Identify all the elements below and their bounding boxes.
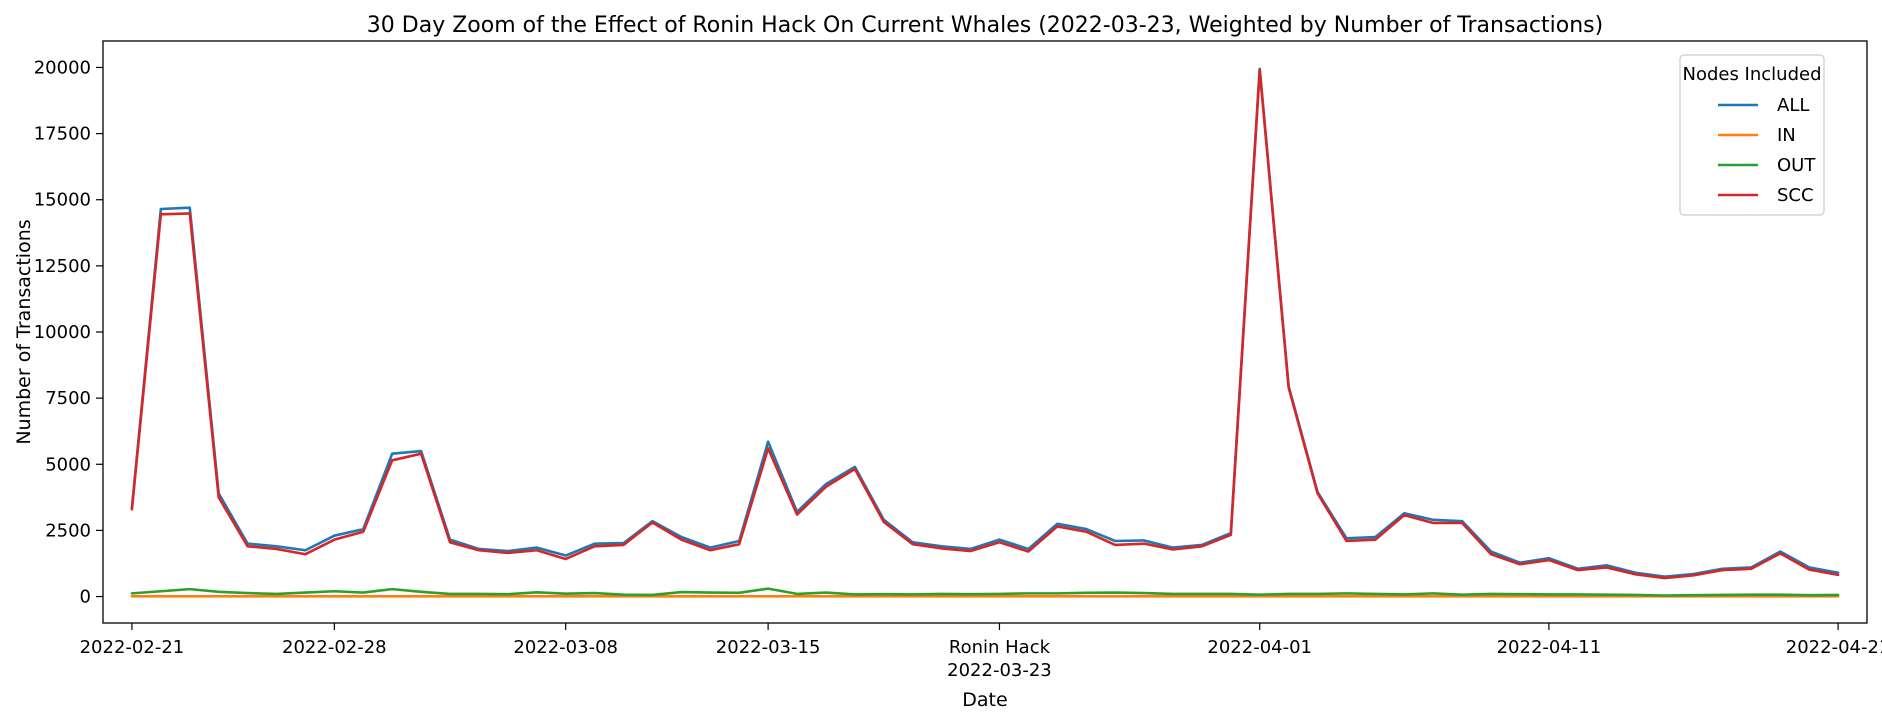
plot-frame xyxy=(102,40,1868,624)
x-tick-label: 2022-02-28 xyxy=(282,637,387,658)
x-tick-label: 2022-04-11 xyxy=(1497,637,1602,658)
y-tick-label: 2500 xyxy=(45,520,91,541)
x-axis: 2022-02-21 2022-02-28 2022-03-08 2022-03-15… xyxy=(80,623,1882,681)
y-axis-label: Number of Transactions xyxy=(13,219,35,444)
y-tick-label: 5000 xyxy=(45,454,91,475)
series-line-scc xyxy=(130,68,1840,580)
x-tick-label: 2022-03-08 xyxy=(513,637,618,658)
x-axis-label: Date xyxy=(962,689,1007,711)
y-tick-label: 0 xyxy=(80,587,91,608)
x-tick-label-secondary: 2022-03-23 xyxy=(947,660,1052,681)
chart-title: 30 Day Zoom of the Effect of Ronin Hack … xyxy=(367,13,1603,38)
legend-title: Nodes Included xyxy=(1682,64,1821,85)
y-tick-label: 12500 xyxy=(34,256,91,277)
plot-area xyxy=(130,67,1840,598)
series-line-all xyxy=(130,67,1840,579)
y-axis: 0 2500 5000 7500 10000 12500 15000 17500 20000 xyxy=(34,57,103,608)
x-tick-label: 2022-04-01 xyxy=(1207,637,1312,658)
series-line-out xyxy=(130,587,1840,597)
x-tick-label: 2022-04-21 xyxy=(1786,637,1882,658)
x-tick-label: 2022-03-15 xyxy=(716,637,821,658)
y-tick-label: 20000 xyxy=(34,57,91,78)
legend-label-out: OUT xyxy=(1777,155,1816,176)
y-tick-label: 7500 xyxy=(45,388,91,409)
x-tick-label: 2022-02-21 xyxy=(80,637,185,658)
legend-label-scc: SCC xyxy=(1777,185,1814,206)
x-tick-label: Ronin Hack xyxy=(949,637,1051,658)
y-tick-label: 17500 xyxy=(34,124,91,145)
legend-label-all: ALL xyxy=(1777,95,1809,116)
y-tick-label: 10000 xyxy=(34,322,91,343)
legend: Nodes Included ALL IN OUT SCC xyxy=(1679,54,1825,216)
legend-label-in: IN xyxy=(1777,125,1796,146)
y-tick-label: 15000 xyxy=(34,190,91,211)
